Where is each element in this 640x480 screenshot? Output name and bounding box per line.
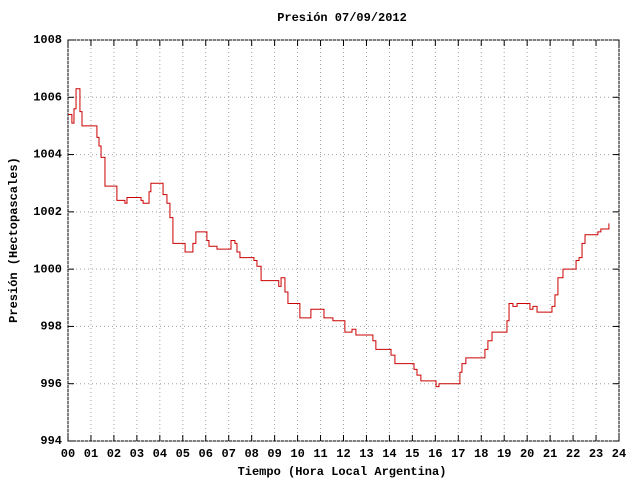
x-axis-label: Tiempo (Hora Local Argentina) bbox=[238, 465, 447, 479]
x-tick-label: 05 bbox=[176, 447, 190, 461]
y-tick-label: 1000 bbox=[33, 262, 62, 276]
x-tick-label: 02 bbox=[107, 447, 121, 461]
x-tick-label: 10 bbox=[290, 447, 304, 461]
x-tick-label: 17 bbox=[451, 447, 465, 461]
x-tick-label: 01 bbox=[84, 447, 98, 461]
x-tick-label: 18 bbox=[474, 447, 488, 461]
y-tick-label: 1006 bbox=[33, 90, 62, 104]
x-tick-label: 21 bbox=[543, 447, 557, 461]
x-tick-label: 24 bbox=[612, 447, 626, 461]
chart-title: Presión 07/09/2012 bbox=[277, 11, 407, 25]
x-tick-label: 07 bbox=[222, 447, 236, 461]
x-tick-label: 12 bbox=[336, 447, 350, 461]
x-tick-label: 13 bbox=[359, 447, 373, 461]
x-tick-label: 19 bbox=[497, 447, 511, 461]
y-axis-label: Presión (Hectopascales) bbox=[7, 157, 21, 323]
y-tick-label: 998 bbox=[40, 320, 62, 334]
x-tick-label: 06 bbox=[199, 447, 213, 461]
x-tick-label: 09 bbox=[267, 447, 281, 461]
x-tick-label: 03 bbox=[130, 447, 144, 461]
x-tick-label: 15 bbox=[405, 447, 419, 461]
y-tick-label: 1008 bbox=[33, 33, 62, 47]
x-tick-label: 00 bbox=[61, 447, 75, 461]
x-tick-label: 14 bbox=[382, 447, 396, 461]
x-tick-label: 04 bbox=[153, 447, 167, 461]
x-tick-label: 11 bbox=[313, 447, 327, 461]
x-tick-label: 20 bbox=[520, 447, 534, 461]
y-tick-label: 994 bbox=[40, 434, 62, 448]
y-tick-label: 996 bbox=[40, 377, 62, 391]
x-tick-label: 16 bbox=[428, 447, 442, 461]
x-tick-label: 22 bbox=[566, 447, 580, 461]
y-tick-label: 1004 bbox=[33, 148, 62, 162]
y-tick-label: 1002 bbox=[33, 205, 62, 219]
x-tick-label: 23 bbox=[589, 447, 603, 461]
pressure-line bbox=[68, 88, 610, 388]
x-tick-label: 08 bbox=[244, 447, 258, 461]
